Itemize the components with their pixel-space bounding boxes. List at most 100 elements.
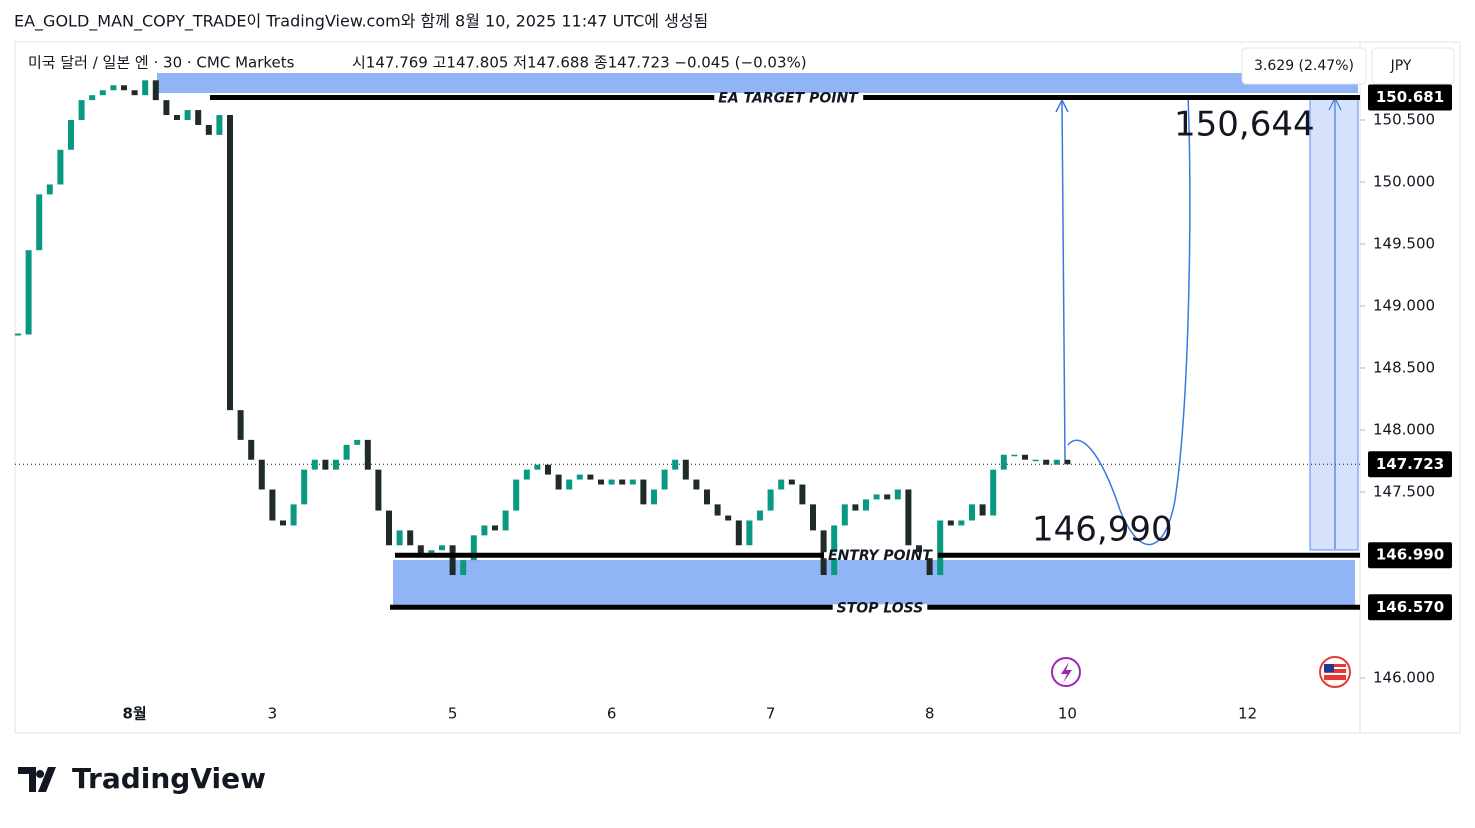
candle xyxy=(513,479,520,511)
candle xyxy=(534,464,541,470)
candle xyxy=(979,504,986,516)
price-badge xyxy=(1368,594,1452,621)
candle xyxy=(566,479,573,490)
candle xyxy=(746,520,753,546)
candle xyxy=(672,459,679,470)
candle xyxy=(322,459,329,470)
candle xyxy=(810,504,816,531)
candle xyxy=(1053,459,1060,465)
level-name: EA TARGET POINT xyxy=(718,91,859,107)
candle xyxy=(1043,459,1050,465)
candle xyxy=(142,80,149,96)
candle xyxy=(68,119,74,150)
candle xyxy=(396,530,403,546)
candle xyxy=(725,515,732,521)
ohlc: 시147.769 고147.805 저147.688 종147.723 −0.0… xyxy=(352,54,807,72)
x-tick-label: 10 xyxy=(1058,705,1077,723)
arrow-line xyxy=(1061,101,1066,461)
candle xyxy=(163,100,170,116)
x-tick-label: 6 xyxy=(607,705,617,723)
y-tick-label: 149.000 xyxy=(1373,296,1435,314)
candle xyxy=(640,479,647,505)
x-tick-label: 8월 xyxy=(122,705,146,723)
candle xyxy=(386,510,392,546)
price-badge-label: 150.681 xyxy=(1376,88,1444,106)
candle xyxy=(195,110,202,125)
y-tick-label: 147.500 xyxy=(1373,482,1435,500)
candle xyxy=(301,469,308,505)
last-price-label: 147.723 xyxy=(1376,455,1444,473)
candle xyxy=(121,85,127,91)
y-tick-label: 148.000 xyxy=(1373,420,1435,438)
candle xyxy=(131,90,138,96)
measure-text: 3.629 (2.47%) xyxy=(1254,58,1354,74)
candle xyxy=(470,535,477,561)
candle xyxy=(449,545,456,576)
currency[interactable]: JPY xyxy=(1390,58,1412,74)
candle xyxy=(258,459,265,490)
candle xyxy=(682,459,689,480)
measure-box xyxy=(1309,96,1359,551)
candle xyxy=(916,545,922,556)
candle xyxy=(937,520,944,576)
target-zone xyxy=(157,73,1358,93)
candle xyxy=(619,479,626,485)
candle xyxy=(46,184,53,195)
candle xyxy=(714,504,721,516)
x-tick-label: 3 xyxy=(268,705,278,723)
candle xyxy=(237,410,244,440)
candle xyxy=(799,484,806,505)
candle xyxy=(364,439,371,470)
level-name: ENTRY POINT xyxy=(828,548,933,564)
price-badge xyxy=(1368,84,1452,111)
flag-stripe xyxy=(1324,673,1346,675)
candle xyxy=(248,439,255,460)
candle xyxy=(704,489,710,505)
price-badge xyxy=(1368,542,1452,569)
candle xyxy=(311,459,318,470)
candle xyxy=(439,545,445,551)
candle xyxy=(576,474,583,480)
candle xyxy=(852,504,859,511)
logo-mark xyxy=(18,767,56,792)
candle xyxy=(523,469,530,480)
candle xyxy=(1022,454,1028,460)
candle xyxy=(15,333,21,336)
candle xyxy=(958,520,965,526)
header-title: EA_GOLD_MAN_COPY_TRADE이 TradingView.com와… xyxy=(14,12,708,32)
candle xyxy=(502,510,509,531)
candle xyxy=(608,479,615,485)
brand: TradingView xyxy=(72,762,266,795)
candle xyxy=(661,469,668,490)
x-tick-label: 5 xyxy=(448,705,458,723)
candle xyxy=(545,464,551,475)
candle xyxy=(89,95,96,101)
stop-zone xyxy=(393,560,1355,605)
candle xyxy=(947,520,954,526)
candle xyxy=(926,555,933,576)
candle xyxy=(894,489,901,500)
candle xyxy=(174,115,180,120)
x-tick-label: 7 xyxy=(766,705,776,723)
y-tick-label: 150.000 xyxy=(1373,172,1435,190)
x-tick-label: 8 xyxy=(925,705,935,723)
candle xyxy=(757,510,763,521)
currency-button[interactable] xyxy=(1371,47,1455,85)
symbol: 미국 달러 / 일본 엔 · 30 · CMC Markets xyxy=(28,54,295,72)
measure-badge xyxy=(1241,47,1367,85)
y-tick-label: 146.000 xyxy=(1373,668,1435,686)
candle xyxy=(884,494,891,500)
annotation: 146,990 xyxy=(1032,510,1173,550)
level-name-bg xyxy=(824,552,938,559)
candle xyxy=(216,115,223,135)
candle xyxy=(269,489,276,521)
candle xyxy=(460,560,467,576)
flag-canton xyxy=(1324,664,1334,672)
candle xyxy=(1064,459,1071,465)
y-tick-label: 149.500 xyxy=(1373,234,1435,252)
candle xyxy=(863,499,869,511)
y-tick-label: 150.500 xyxy=(1373,110,1435,128)
candle xyxy=(205,124,212,135)
event-bolt xyxy=(1061,662,1072,683)
